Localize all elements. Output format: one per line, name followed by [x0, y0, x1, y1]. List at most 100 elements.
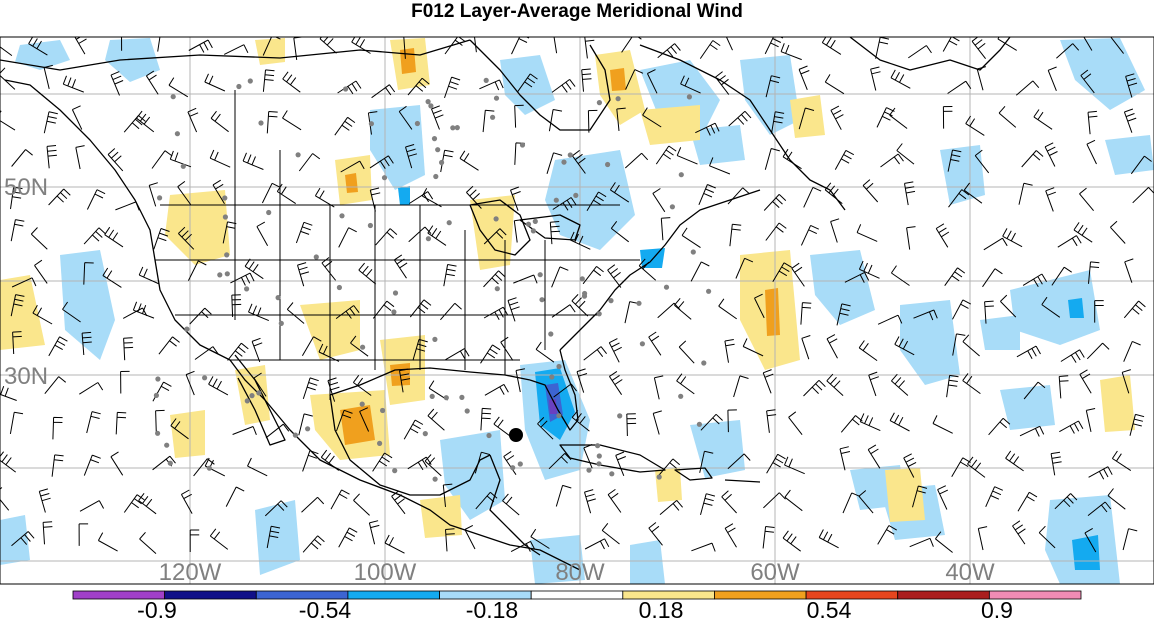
wind-barb: [859, 413, 881, 432]
wind-barb: [138, 492, 157, 515]
wind-barb: [626, 413, 637, 437]
lon-label-120w: 120W: [159, 559, 222, 586]
station-dot: [295, 152, 301, 158]
shade-negative: [980, 315, 1020, 350]
wind-barb: [1022, 273, 1048, 287]
wind-barb: [890, 69, 911, 89]
wind-barb: [1110, 220, 1126, 244]
wind-barb: [803, 379, 826, 397]
wind-barb: [407, 456, 432, 471]
wind-barb: [946, 374, 959, 398]
wind-barb: [204, 73, 226, 92]
wind-barb: [772, 262, 793, 282]
wind-barb: [870, 66, 881, 91]
colorbar-swatch: [988, 590, 1082, 600]
wind-barb: [12, 331, 22, 355]
wind-barb: [232, 426, 257, 435]
wind-barb: [982, 268, 1003, 288]
wind-barb: [500, 336, 514, 361]
wind-barb: [83, 227, 106, 245]
wind-barb: [484, 383, 509, 396]
wind-barb: [676, 147, 698, 165]
wind-barb: [766, 409, 777, 433]
wind-barb: [877, 525, 897, 545]
wind-barb: [120, 370, 130, 394]
wind-barb: [891, 373, 909, 396]
wind-barb: [302, 450, 319, 472]
wind-barb: [782, 148, 802, 170]
wind-barb: [266, 525, 281, 549]
wind-barb: [856, 224, 878, 242]
wind-barb: [985, 486, 1004, 508]
station-dot: [556, 413, 562, 419]
wind-barb: [480, 344, 501, 364]
wind-barb: [648, 331, 662, 356]
station-dot: [656, 474, 662, 480]
wind-barb: [503, 450, 517, 475]
wind-barb: [530, 528, 550, 549]
wind-barb: [513, 219, 524, 243]
wind-barb: [988, 417, 1011, 436]
lon-label-60w: 60W: [750, 559, 800, 586]
wind-barb: [358, 262, 377, 285]
station-dot: [567, 152, 573, 158]
wind-barb: [1033, 109, 1053, 130]
station-dot: [432, 476, 438, 482]
wind-barb: [1051, 266, 1072, 286]
wind-barb: [151, 150, 173, 169]
station-dot: [174, 131, 180, 137]
station-dot: [454, 125, 460, 131]
wind-barb: [553, 37, 558, 54]
wind-barb: [48, 188, 71, 206]
station-dot: [556, 363, 562, 370]
wind-barb: [1083, 37, 1093, 51]
wind-barb: [79, 500, 105, 512]
station-dot: [596, 311, 602, 317]
wind-barb: [638, 258, 657, 281]
station-dot: [696, 421, 703, 427]
station-dot: [549, 374, 555, 380]
wind-barb: [247, 457, 268, 477]
station-dot: [439, 159, 445, 166]
wind-barb: [912, 485, 928, 508]
wind-barb: [1045, 187, 1056, 212]
wind-barb: [1094, 300, 1104, 323]
wind-barb: [652, 410, 662, 435]
wind-barb: [75, 145, 85, 170]
wind-barb: [1050, 451, 1062, 476]
wind-barb: [721, 490, 737, 514]
shade-negative: [15, 40, 70, 70]
station-dot: [595, 443, 601, 449]
station-dot: [596, 100, 603, 106]
colorbar-label: 0.54: [807, 597, 852, 622]
station-dot: [433, 173, 439, 180]
wind-barb: [551, 304, 576, 318]
wind-barb: [42, 521, 53, 545]
station-dot: [639, 341, 646, 347]
station-dot: [249, 393, 255, 399]
wind-barb: [659, 500, 683, 515]
wind-barb: [11, 531, 35, 547]
shade-negative: [690, 420, 745, 478]
station-dot: [153, 392, 159, 398]
wind-barb: [188, 39, 213, 53]
wind-barb: [764, 37, 784, 55]
wind-barb: [302, 535, 325, 553]
wind-barb: [1017, 491, 1038, 512]
wind-barb: [298, 153, 321, 172]
wind-barb: [110, 71, 124, 96]
wind-barb: [44, 376, 67, 395]
wind-barb: [253, 372, 267, 397]
wind-barb: [553, 383, 577, 398]
wind-barb: [282, 71, 301, 93]
station-dot: [431, 136, 438, 142]
wind-barb: [715, 71, 730, 95]
wind-barb: [369, 187, 381, 212]
wind-barb: [336, 409, 353, 432]
wind-barb: [330, 489, 350, 510]
wind-barb: [801, 335, 811, 360]
station-dot: [244, 398, 250, 404]
wind-barb: [646, 69, 658, 94]
station-dot: [155, 430, 161, 436]
wind-barb: [189, 307, 212, 325]
